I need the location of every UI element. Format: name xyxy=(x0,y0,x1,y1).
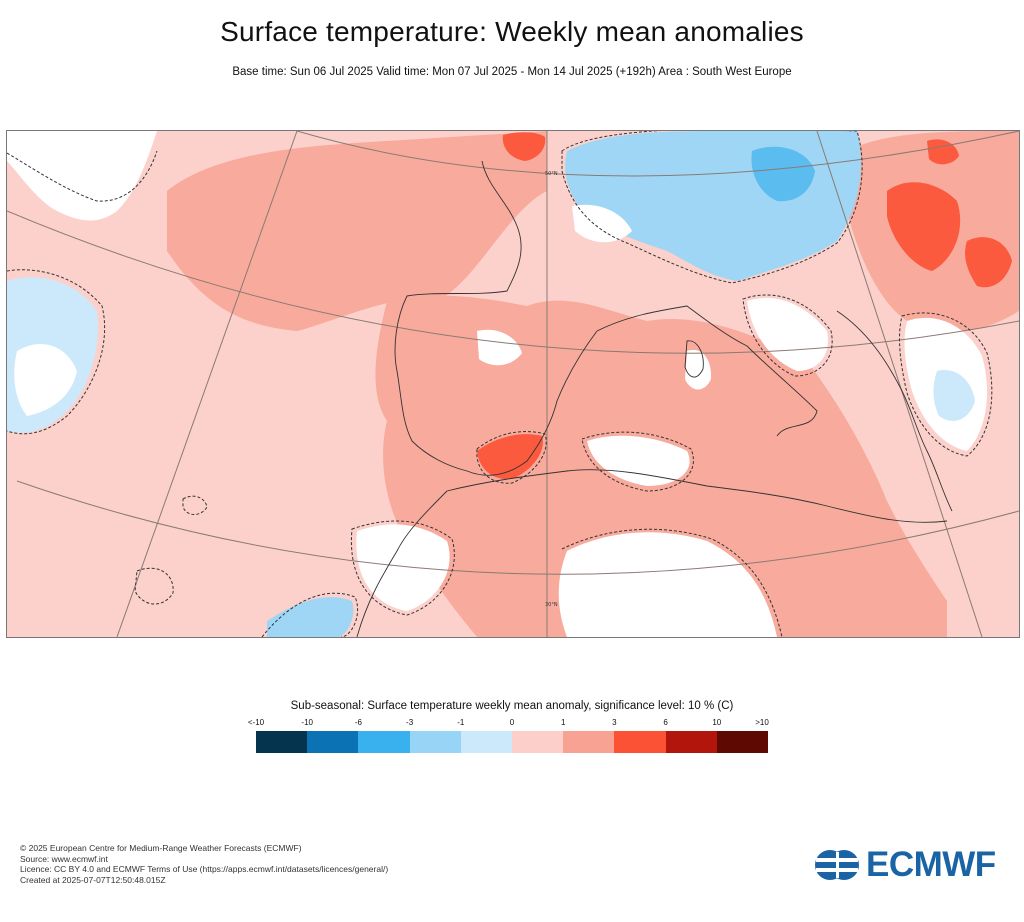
graticule xyxy=(7,131,1019,637)
warm-patch-northsea xyxy=(502,132,546,161)
alps-neutral-patch xyxy=(572,204,632,243)
legend-swatch xyxy=(716,731,769,753)
significance-contour xyxy=(350,520,455,616)
graticule-label-30n: 30°N xyxy=(545,602,558,608)
tunisia-neutral-region xyxy=(587,435,690,486)
atlantic-southwest-cool xyxy=(267,597,354,637)
significance-contour xyxy=(561,528,783,637)
coastline-north-africa xyxy=(446,469,948,523)
coastline-sardinia xyxy=(684,340,704,378)
significance-contour xyxy=(134,567,174,605)
legend-swatch xyxy=(563,731,615,753)
legend-label: 1 xyxy=(560,718,566,727)
legend-swatch xyxy=(614,731,666,753)
coastline-greece xyxy=(836,310,953,512)
northwest-neutral-region xyxy=(7,131,157,221)
coastlines xyxy=(356,160,953,637)
legend-label: 0 xyxy=(509,718,515,727)
significance-contour xyxy=(561,131,863,284)
significance-contour xyxy=(899,312,993,457)
italy-neutral-region xyxy=(747,297,828,371)
central-europe-cool-core xyxy=(751,146,815,202)
significance-contours xyxy=(7,131,993,637)
greece-cool-patch xyxy=(933,370,975,421)
footer-created: Created at 2025-07-07T12:50:48.015Z xyxy=(20,874,166,885)
significance-contour xyxy=(7,269,106,435)
legend-colorbar xyxy=(256,731,769,753)
ecmwf-logo-icon xyxy=(815,850,859,880)
warm-patch-balkans-east xyxy=(965,237,1012,288)
significance-contour xyxy=(261,592,359,637)
coastline-iberia-france xyxy=(394,160,598,476)
sahara-neutral-region xyxy=(558,532,777,637)
footer-licence: Licence: CC BY 4.0 and ECMWF Terms of Us… xyxy=(20,864,389,875)
legend-label: 10 xyxy=(712,718,722,727)
legend-swatch xyxy=(512,731,564,753)
warm-patch-balkans xyxy=(887,182,961,271)
significance-contour xyxy=(742,294,833,377)
significance-contour xyxy=(581,431,694,492)
legend-title: Sub-seasonal: Surface temperature weekly… xyxy=(290,700,734,712)
warm-patch-andalusia xyxy=(477,434,543,480)
sardinia-neutral-patch xyxy=(685,349,712,390)
legend-swatch xyxy=(307,731,359,753)
central-spain-neutral xyxy=(477,329,522,366)
legend-swatch xyxy=(358,731,410,753)
legend-label: -6 xyxy=(354,718,362,727)
legend-swatch xyxy=(665,731,717,753)
legend-swatch xyxy=(409,731,461,753)
legend-swatch xyxy=(460,731,513,753)
chart-title: Surface temperature: Weekly mean anomali… xyxy=(220,16,804,47)
legend-label: >10 xyxy=(755,718,769,727)
coastline-italy xyxy=(596,305,818,437)
ecmwf-logo[interactable]: ECMWF xyxy=(814,845,996,884)
legend-labels: <-10 -10 -6 -3 -1 0 1 3 6 10 >10 xyxy=(248,718,769,730)
graticule-label-50n: 50°N xyxy=(545,171,558,177)
legend-label: 6 xyxy=(663,718,668,727)
legend-label: <-10 xyxy=(247,718,265,727)
anomaly-map-svg: 50°N 30°N xyxy=(7,131,1019,637)
chart-subtitle: Base time: Sun 06 Jul 2025 Valid time: M… xyxy=(232,66,792,78)
significance-contour xyxy=(182,495,208,515)
anomaly-map[interactable]: 50°N 30°N xyxy=(6,130,1020,638)
significance-contour xyxy=(7,150,158,202)
morocco-neutral-region xyxy=(356,524,450,611)
graticule-line xyxy=(816,131,983,637)
graticule-line xyxy=(16,480,1019,575)
footer-copyright: © 2025 European Centre for Medium-Range … xyxy=(20,843,302,853)
graticule-line xyxy=(116,131,298,637)
graticule-line xyxy=(7,210,1019,354)
legend-label: -10 xyxy=(301,718,313,727)
westatlantic-neutral-patch xyxy=(14,343,78,416)
coastline-morocco xyxy=(356,490,448,637)
legend-swatch xyxy=(256,731,308,753)
significance-contour xyxy=(476,431,547,484)
atlantic-warm-region xyxy=(167,131,547,331)
footer-source: Source: www.ecmwf.int xyxy=(20,853,108,864)
legend-label: 3 xyxy=(612,718,617,727)
ecmwf-logo-text: ECMWF xyxy=(866,845,996,884)
legend-label: -1 xyxy=(457,718,465,727)
footer: © 2025 European Centre for Medium-Range … xyxy=(20,843,388,885)
warm-patch-france xyxy=(927,139,959,165)
legend-label: -3 xyxy=(406,718,414,727)
graticule-line xyxy=(296,131,1019,177)
